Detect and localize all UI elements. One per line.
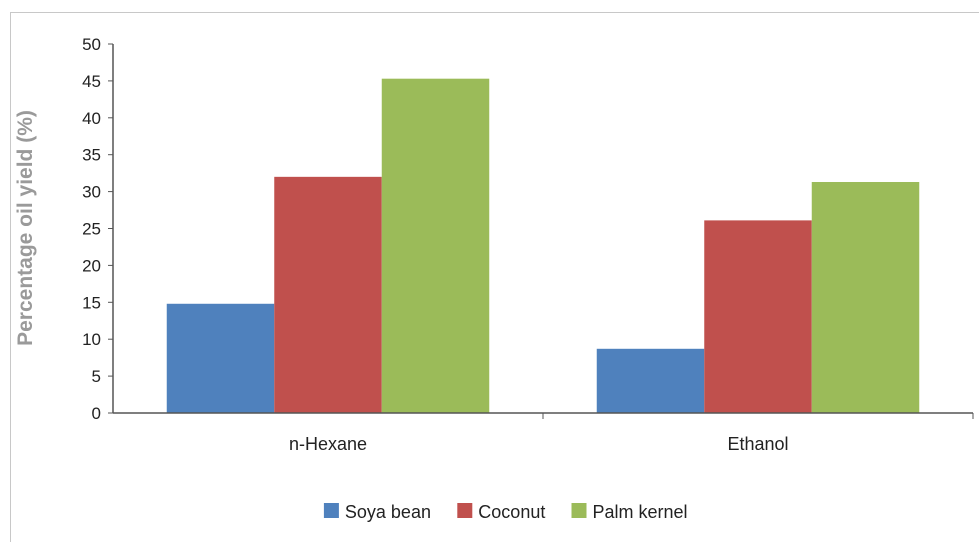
x-category-label: Ethanol xyxy=(727,434,788,454)
legend-swatch xyxy=(323,503,339,518)
y-tick-label: 30 xyxy=(82,183,101,202)
y-tick-label: 15 xyxy=(82,293,101,312)
y-tick-label: 45 xyxy=(82,72,101,91)
y-tick-labels: 0 5 10 15 20 25 30 35 40 45 50 xyxy=(82,35,113,423)
bars xyxy=(166,78,920,413)
y-tick-label: 10 xyxy=(82,330,101,349)
y-tick-label: 5 xyxy=(92,367,101,386)
x-category-labels: n-Hexane Ethanol xyxy=(289,413,974,454)
legend-label: Soya bean xyxy=(345,502,431,522)
legend-label: Coconut xyxy=(478,502,545,522)
legend-swatch xyxy=(571,503,587,518)
y-tick-label: 40 xyxy=(82,109,101,128)
legend-label: Palm kernel xyxy=(593,502,688,522)
legend-swatch xyxy=(457,503,473,518)
bar-palm-kernel-ethanol xyxy=(811,182,920,413)
bar-coconut-n-hexane xyxy=(274,176,382,413)
legend: Soya bean Coconut Palm kernel xyxy=(323,502,688,522)
y-axis-label: Percentage oil yield (%) xyxy=(14,110,37,346)
bar-palm-kernel-n-hexane xyxy=(381,78,490,413)
y-tick-label: 20 xyxy=(82,256,101,275)
y-tick-label: 0 xyxy=(92,404,101,423)
y-tick-label: 35 xyxy=(82,146,101,165)
bar-soya-bean-n-hexane xyxy=(166,303,275,413)
bar-coconut-ethanol xyxy=(704,220,812,413)
bar-soya-bean-ethanol xyxy=(596,348,705,413)
y-tick-label: 25 xyxy=(82,220,101,239)
x-category-label: n-Hexane xyxy=(289,434,367,454)
y-tick-label: 50 xyxy=(82,35,101,54)
bar-chart: 0 5 10 15 20 25 30 35 40 45 50 n-Hexane Ethanol Per… xyxy=(14,35,974,522)
